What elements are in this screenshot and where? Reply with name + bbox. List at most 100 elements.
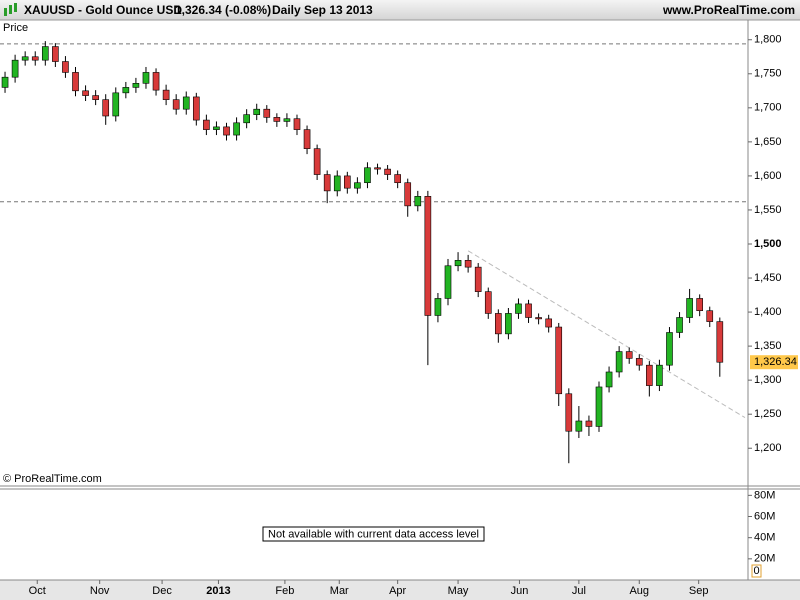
candle-body	[122, 87, 130, 94]
candle-body	[605, 371, 613, 388]
candle-body	[444, 265, 452, 299]
candle-body	[233, 122, 240, 136]
candle-body	[283, 118, 291, 122]
candle-body	[454, 260, 462, 267]
app-icon	[4, 3, 17, 16]
candle-body	[545, 318, 552, 328]
candle-body	[495, 313, 502, 335]
candle-body	[273, 117, 281, 122]
candle-body	[102, 99, 110, 117]
candle-body	[41, 46, 49, 61]
date: Sep 13 2013	[304, 3, 373, 17]
candle-body	[515, 303, 522, 314]
candle-body	[182, 96, 190, 110]
candle-body	[1, 76, 9, 88]
candle-body	[595, 386, 603, 427]
y-tick-label: 80M	[754, 489, 775, 501]
candle-body	[575, 420, 583, 432]
message-box	[262, 526, 485, 542]
candle-body	[92, 95, 99, 100]
candle-body	[333, 175, 341, 192]
y-tick-label: 1,500	[754, 238, 782, 250]
candle-body	[263, 108, 271, 118]
candle-body	[21, 56, 29, 61]
candle-body	[404, 182, 412, 207]
candle-body	[303, 129, 311, 149]
candle-body	[31, 56, 39, 61]
y-tick-label: 1,300	[754, 374, 782, 386]
y-label: Price	[3, 22, 28, 34]
candle-body	[635, 358, 643, 366]
candle-body	[555, 326, 563, 395]
y-tick-label: 1,650	[754, 136, 782, 148]
candle-body	[565, 393, 573, 432]
candle-body	[313, 148, 321, 175]
y-tick-label: 1,350	[754, 340, 782, 352]
x-tick-label: Apr	[389, 585, 406, 597]
candle-body	[374, 167, 381, 170]
candle-body	[323, 174, 331, 192]
candle-body	[72, 72, 79, 92]
candle-body	[434, 298, 442, 316]
candle-body	[585, 420, 593, 427]
candle-body	[213, 126, 220, 130]
candle-body	[243, 114, 250, 124]
x-tick-label: Oct	[29, 585, 46, 597]
x-tick-label: Mar	[330, 585, 349, 597]
period: Daily	[272, 3, 301, 17]
price-panel	[0, 41, 748, 464]
candle-body	[11, 59, 19, 78]
candle-body	[203, 119, 210, 130]
quote: 1,326.34 (-0.08%)	[175, 3, 271, 17]
y-tick-label: 60M	[754, 510, 775, 522]
candle-body	[696, 298, 703, 312]
candle-body	[223, 126, 230, 136]
candle-body	[152, 72, 160, 91]
candle-body	[112, 92, 120, 117]
candle-body	[424, 196, 432, 316]
y-tick-label: 1,550	[754, 204, 782, 216]
candle-body	[162, 89, 170, 100]
x-tick-label: Aug	[629, 585, 649, 597]
current-volume-label: 0	[754, 565, 760, 577]
y-tick-label: 1,750	[754, 68, 782, 80]
y-tick-label: 40M	[754, 532, 775, 544]
candle-body	[192, 96, 200, 121]
candle-body	[686, 298, 693, 318]
site: www.ProRealTime.com	[662, 3, 795, 17]
x-tick-label: May	[448, 585, 469, 597]
candle-body	[384, 168, 391, 175]
x-axis-bar	[0, 580, 800, 600]
candle-body	[625, 351, 633, 359]
y-tick-label: 1,450	[754, 272, 782, 284]
y-tick-label: 1,700	[754, 102, 782, 114]
symbol: XAUUSD - Gold Ounce USD	[24, 3, 182, 17]
current-price-label: 1,326.34	[754, 356, 797, 368]
x-tick-label: Feb	[275, 585, 294, 597]
x-tick-label: Jun	[511, 585, 529, 597]
candle-body	[656, 364, 663, 386]
x-tick-label: Dec	[152, 585, 172, 597]
candle-body	[535, 317, 542, 320]
candle-body	[344, 175, 351, 189]
header-bar	[0, 0, 800, 20]
candle-body	[676, 317, 683, 333]
candle-body	[253, 108, 261, 115]
candle-body	[132, 83, 140, 88]
candle-body	[414, 196, 422, 207]
candle-body	[666, 332, 673, 366]
candle-body	[646, 364, 653, 386]
y-tick-label: 1,800	[754, 34, 782, 46]
y-tick-label: 1,250	[754, 408, 782, 420]
current-price-box	[750, 355, 798, 370]
x-tick-label: Jul	[572, 585, 586, 597]
candle-body	[364, 167, 371, 184]
message: Not available with current data access l…	[268, 528, 479, 540]
candle-body	[615, 351, 623, 373]
candle-body	[474, 266, 482, 292]
candle-body	[82, 90, 89, 96]
trendline	[467, 250, 746, 419]
x-tick-label: Sep	[689, 585, 709, 597]
